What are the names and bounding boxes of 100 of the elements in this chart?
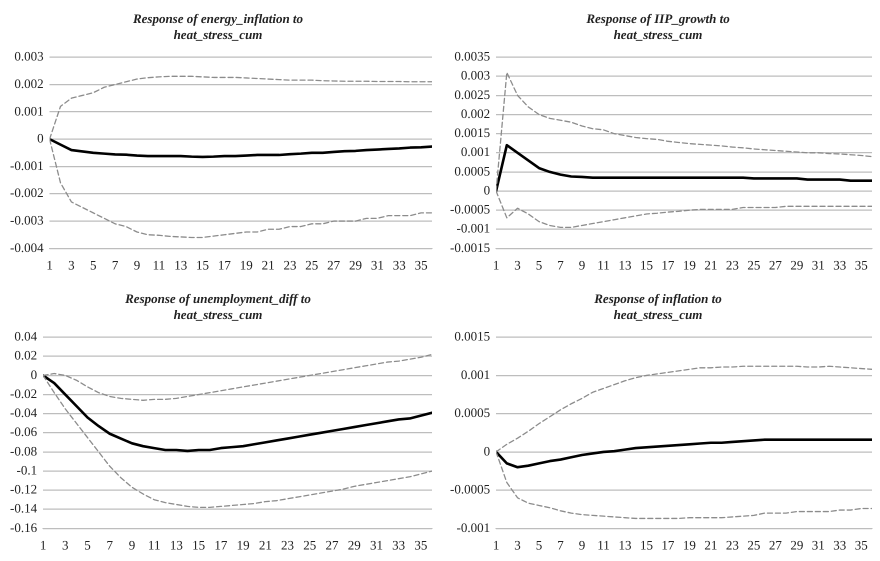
x-tick-label: 35	[414, 538, 428, 553]
x-tick-label: 19	[236, 538, 250, 553]
y-tick-label: -0.08	[10, 443, 38, 458]
x-tick-label: 11	[148, 538, 160, 553]
x-tick-label: 3	[514, 538, 521, 553]
y-tick-label: -0.16	[10, 520, 38, 535]
x-tick-label: 3	[68, 258, 75, 273]
y-tick-label: -0.001	[456, 520, 490, 535]
x-tick-label: 11	[152, 258, 166, 273]
x-tick-label: 35	[414, 258, 428, 273]
x-tick-label: 31	[370, 538, 383, 553]
x-tick-label: 21	[262, 258, 275, 273]
y-tick-label: -0.06	[10, 424, 38, 440]
x-tick-label: 13	[174, 258, 188, 273]
x-tick-label: 33	[392, 258, 406, 273]
x-tick-label: 27	[325, 538, 339, 553]
x-tick-label: 11	[597, 538, 610, 553]
x-tick-label: 7	[112, 258, 119, 273]
y-tick-label: -0.0005	[450, 202, 490, 217]
x-tick-label: 25	[747, 258, 760, 273]
x-tick-label: 21	[704, 538, 718, 553]
x-tick-label: 3	[514, 258, 521, 273]
y-tick-label: -0.0005	[450, 482, 490, 497]
y-tick-label: -0.003	[10, 212, 44, 228]
y-tick-label: 0.001	[460, 144, 490, 160]
y-tick-label: -0.02	[10, 386, 38, 401]
x-tick-label: 7	[557, 258, 564, 273]
y-tick-label: -0.1	[16, 462, 38, 478]
y-tick-label: 0.003	[14, 48, 44, 64]
x-tick-label: 15	[196, 258, 210, 273]
y-tick-label: 0.002	[14, 76, 44, 91]
x-tick-label: 9	[134, 258, 140, 273]
x-tick-label: 9	[578, 538, 586, 553]
x-tick-label: 33	[833, 538, 846, 553]
x-tick-label: 33	[833, 258, 846, 273]
chart-title: Response of IIP_growth to heat_stress_cum	[585, 11, 730, 42]
y-tick-label: -0.12	[10, 482, 38, 497]
x-tick-label: 1	[492, 258, 500, 273]
x-tick-label: 7	[106, 538, 114, 553]
y-tick-label: 0.0035	[454, 48, 490, 64]
x-tick-label: 29	[348, 538, 361, 553]
x-tick-label: 27	[768, 538, 782, 553]
x-tick-label: 27	[327, 258, 341, 273]
y-tick-label: 0.003	[460, 68, 490, 83]
chart-title: Response of unemployment_diff to heat_stress_cum	[124, 291, 312, 322]
x-tick-label: 31	[812, 258, 825, 273]
x-tick-label: 13	[170, 538, 183, 553]
x-tick-label: 35	[854, 538, 868, 553]
y-tick-label: 0.02	[14, 348, 38, 363]
y-tick-label: -0.002	[10, 185, 44, 200]
y-tick-label: 0.04	[14, 328, 38, 344]
y-tick-label: 0.002	[460, 106, 490, 121]
x-tick-label: 23	[726, 258, 739, 273]
x-tick-label: 1	[40, 538, 46, 553]
x-tick-label: 5	[84, 538, 91, 553]
x-tick-label: 13	[618, 538, 632, 553]
x-tick-label: 31	[370, 258, 384, 273]
y-tick-label: 0.0015	[454, 125, 490, 140]
y-tick-label: -0.0015	[450, 240, 490, 255]
x-tick-label: 1	[492, 538, 500, 553]
x-tick-label: 29	[790, 258, 804, 273]
x-tick-label: 29	[349, 258, 362, 273]
x-tick-label: 17	[661, 538, 675, 553]
y-tick-label: 0.0005	[454, 405, 490, 420]
y-tick-label: -0.14	[10, 500, 38, 516]
y-tick-label: -0.04	[10, 405, 38, 420]
x-tick-label: 21	[258, 538, 272, 553]
x-tick-label: 5	[536, 538, 542, 553]
y-tick-label: -0.001	[456, 220, 490, 236]
x-tick-label: 17	[214, 538, 228, 553]
y-tick-label: 0.001	[14, 103, 44, 118]
y-tick-label: 0.0015	[454, 328, 490, 344]
y-tick-label: 0	[30, 366, 38, 382]
x-tick-label: 1	[46, 258, 53, 273]
y-tick-label: -0.001	[10, 158, 44, 173]
y-tick-label: 0	[37, 130, 44, 146]
x-tick-label: 15	[192, 538, 206, 553]
x-tick-label: 23	[281, 538, 294, 553]
chart-title: Response of inflation to heat_stress_cum	[593, 291, 722, 322]
x-tick-label: 25	[303, 538, 316, 553]
y-tick-label: 0	[484, 182, 490, 198]
x-tick-label: 3	[62, 538, 69, 553]
y-tick-label: 0.001	[460, 366, 490, 382]
x-tick-label: 27	[768, 258, 782, 273]
y-tick-label: 0	[484, 443, 490, 458]
x-tick-label: 11	[597, 258, 610, 273]
x-tick-label: 35	[854, 258, 868, 273]
y-tick-label: -0.004	[10, 240, 44, 255]
x-tick-label: 17	[661, 258, 675, 273]
x-tick-label: 23	[726, 538, 739, 553]
x-tick-label: 19	[240, 258, 253, 273]
x-tick-label: 15	[640, 258, 653, 273]
x-tick-label: 5	[90, 258, 97, 273]
x-tick-label: 9	[578, 258, 586, 273]
y-tick-label: 0.0005	[454, 163, 490, 178]
x-tick-label: 33	[392, 538, 406, 553]
x-tick-label: 25	[305, 258, 318, 273]
x-tick-label: 13	[618, 258, 632, 273]
x-tick-label: 23	[283, 258, 296, 273]
x-tick-label: 21	[704, 258, 718, 273]
